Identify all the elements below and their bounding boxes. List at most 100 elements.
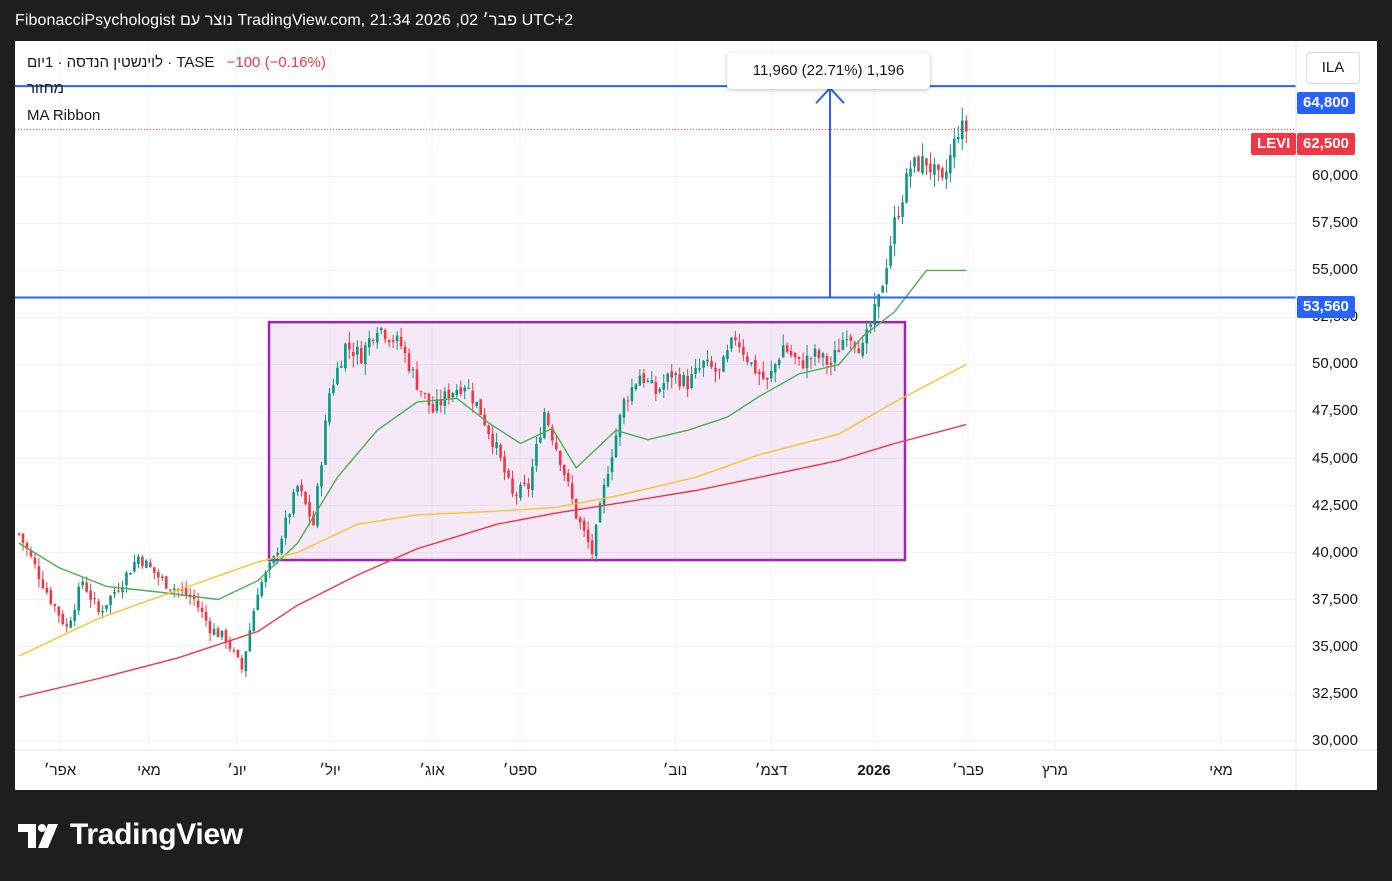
candle-body	[574, 498, 578, 519]
candle-body	[459, 387, 463, 394]
candle-body	[582, 520, 586, 531]
candle-body	[216, 628, 220, 638]
currency-button[interactable]: ILA	[1306, 52, 1360, 84]
candle-body	[551, 427, 554, 441]
candle-body	[865, 328, 869, 344]
candle-body	[519, 484, 522, 498]
candle-body	[527, 483, 530, 489]
candle-body	[280, 538, 283, 554]
candle-body	[455, 389, 459, 396]
candle-body	[543, 411, 546, 438]
candle-body	[61, 613, 65, 624]
candle-body	[153, 567, 156, 573]
legend-volume[interactable]: מחזור	[27, 80, 64, 97]
candle-body	[539, 437, 542, 443]
candle-body	[881, 285, 884, 293]
candle-body	[105, 605, 108, 610]
candle-body	[475, 401, 478, 407]
legend-ma-ribbon[interactable]: MA Ribbon	[27, 107, 101, 124]
candle-body	[45, 587, 49, 593]
candle-body	[184, 588, 188, 596]
candle-body	[861, 342, 865, 356]
candle-body	[324, 420, 327, 465]
candle-body	[682, 374, 685, 387]
candle-body	[312, 514, 315, 526]
candle-body	[101, 610, 104, 613]
candle-body	[742, 346, 745, 355]
candle-body	[746, 356, 749, 362]
candle-body	[662, 383, 666, 390]
candle-body	[240, 657, 244, 670]
candle-body	[491, 433, 494, 448]
price-tick-label: 37,500	[1312, 590, 1358, 608]
candle-body	[411, 369, 415, 371]
candle-body	[531, 466, 534, 491]
candle-body	[590, 540, 594, 554]
candle-body	[654, 382, 658, 395]
time-tick-label: יונ׳	[227, 762, 247, 779]
chart-header-title: FibonacciPsychologist נוצר עם TradingVie…	[15, 12, 574, 29]
candle-body	[769, 370, 773, 379]
price-tag-upper: 64,800	[1297, 92, 1355, 114]
time-tick-label: יול׳	[319, 762, 341, 779]
candle-body	[789, 350, 793, 356]
candle-body	[109, 595, 112, 606]
candle-body	[694, 367, 697, 375]
candle-body	[618, 414, 622, 438]
time-tick-label: 2026	[857, 762, 891, 779]
candle-body	[260, 582, 264, 596]
candle-body	[348, 342, 351, 350]
candle-body	[403, 346, 407, 354]
candle-body	[471, 390, 475, 404]
candle-body	[157, 571, 160, 578]
candle-body	[825, 356, 829, 365]
tradingview-logo-icon	[18, 824, 58, 849]
candle-body	[73, 609, 77, 621]
candle-body	[256, 594, 260, 611]
candle-body	[925, 158, 928, 166]
candle-body	[37, 566, 41, 580]
candle-body	[726, 350, 729, 360]
candle-body	[407, 353, 411, 372]
candle-body	[133, 561, 136, 572]
price-chart[interactable]	[15, 41, 1377, 790]
legend-symbol-row[interactable]: לוינשטין הנדסה · 1יום · TASE −100 (−0.16…	[27, 54, 326, 71]
candle-body	[220, 630, 224, 637]
candle-body	[419, 391, 423, 393]
candle-body	[356, 346, 359, 355]
candle-body	[586, 529, 590, 543]
candle-body	[817, 350, 821, 359]
candle-body	[137, 556, 140, 564]
candle-body	[937, 164, 940, 170]
candle-body	[89, 590, 92, 600]
candle-body	[602, 484, 606, 505]
tradingview-logo[interactable]: TradingView	[18, 818, 243, 852]
candle-body	[316, 485, 319, 526]
candle-body	[793, 352, 797, 358]
candle-body	[956, 137, 960, 140]
candle-body	[666, 373, 670, 383]
candle-body	[634, 384, 638, 390]
candle-body	[232, 650, 236, 652]
candle-body	[566, 472, 570, 482]
candle-body	[65, 624, 69, 627]
candle-body	[610, 457, 614, 473]
candle-body	[344, 343, 347, 369]
candle-body	[507, 470, 510, 478]
chart-frame[interactable]: לוינשטין הנדסה · 1יום · TASE −100 (−0.16…	[15, 41, 1377, 790]
candle-body	[236, 649, 240, 658]
candle-body	[650, 380, 654, 383]
candle-body	[340, 365, 343, 368]
candle-body	[49, 590, 53, 604]
candle-body	[622, 399, 626, 418]
candle-body	[272, 555, 276, 563]
candle-body	[336, 367, 339, 385]
candle-body	[145, 560, 148, 568]
candle-body	[228, 641, 232, 649]
candle-body	[363, 345, 367, 365]
candle-body	[578, 517, 582, 523]
candle-body	[929, 163, 932, 173]
candle-body	[535, 443, 538, 466]
levels	[15, 85, 1296, 299]
candle-body	[352, 352, 355, 357]
